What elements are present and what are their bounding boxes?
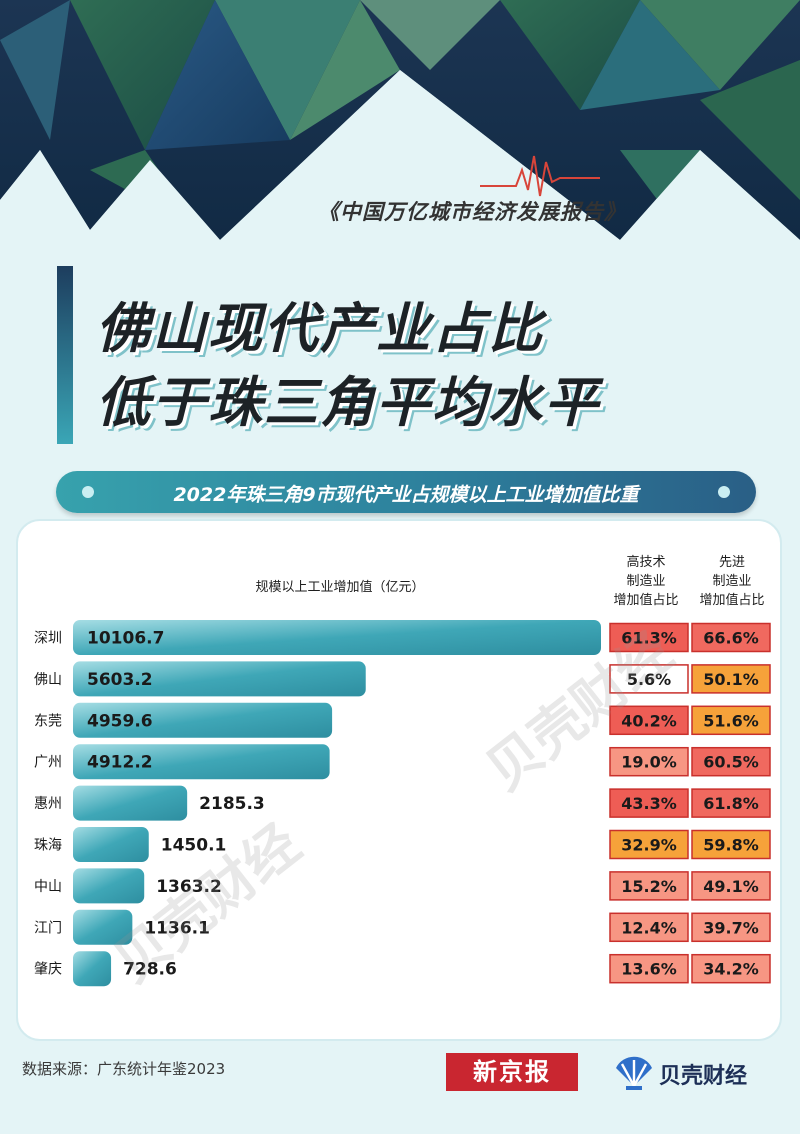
- advanced-share-box: [691, 746, 771, 777]
- advanced-header-line2: 制造业: [712, 574, 752, 589]
- category-label: 惠州: [34, 796, 62, 812]
- advanced-share-value: 61.8%: [703, 794, 759, 813]
- advanced-share-value: 60.5%: [703, 753, 759, 772]
- beike-caijing-logo: 贝壳财经: [612, 1052, 778, 1092]
- hightech-share-box: [609, 664, 689, 694]
- main-title-line2: 低于珠三角平均水平: [96, 371, 600, 434]
- hightech-header-line1: 高技术: [626, 555, 666, 570]
- hightech-share-box: [609, 622, 689, 653]
- advanced-share-value: 66.6%: [703, 629, 759, 648]
- advanced-share-box: [691, 829, 771, 860]
- hightech-share-value: 15.2%: [621, 877, 677, 896]
- advanced-share-box: [691, 871, 771, 901]
- advanced-share-box: [691, 953, 771, 984]
- bar: [73, 868, 145, 904]
- advanced-share-box: [691, 664, 771, 694]
- advanced-share-box: [691, 912, 771, 943]
- hightech-share-value: 40.2%: [621, 711, 677, 730]
- value-label: 1136.1: [144, 918, 210, 938]
- category-label: 深圳: [34, 631, 62, 647]
- advanced-share-value: 34.2%: [703, 960, 759, 979]
- bar: [73, 744, 330, 780]
- hightech-share-box: [609, 871, 689, 901]
- advanced-share-box: [691, 705, 771, 736]
- report-name: 《中国万亿城市经济发展报告》: [318, 199, 626, 224]
- category-label: 江门: [34, 920, 62, 936]
- hightech-share-box: [609, 746, 689, 777]
- chart-subtitle: 2022年珠三角9市现代产业占规模以上工业增加值比重: [173, 484, 639, 506]
- value-label: 10106.7: [87, 629, 164, 649]
- hightech-share-box: [609, 829, 689, 860]
- hightech-share-box: [609, 953, 689, 984]
- hightech-share-value: 5.6%: [627, 670, 671, 689]
- hightech-share-value: 13.6%: [621, 960, 677, 979]
- category-label: 珠海: [34, 838, 62, 854]
- advanced-header-line3: 增加值占比: [699, 593, 765, 608]
- pill-dot-left: [82, 486, 94, 498]
- hightech-share-box: [609, 788, 689, 818]
- hightech-share-box: [609, 705, 689, 736]
- bar-column-header: 规模以上工业增加值（亿元）: [255, 580, 425, 595]
- bar: [73, 661, 366, 697]
- data-source: 数据来源：广东统计年鉴2023: [22, 1060, 226, 1078]
- hightech-column-header: 高技术 制造业 增加值占比: [606, 553, 686, 610]
- value-label: 1363.2: [156, 877, 222, 897]
- bar: [73, 827, 149, 862]
- bar: [73, 620, 601, 655]
- bar: [73, 909, 133, 945]
- value-label: 728.6: [123, 960, 177, 980]
- value-label: 5603.2: [87, 670, 153, 690]
- hightech-share-value: 12.4%: [621, 918, 677, 937]
- category-label: 广州: [34, 755, 62, 771]
- value-label: 1450.1: [161, 836, 227, 856]
- advanced-column-header: 先进 制造业 增加值占比: [690, 553, 774, 610]
- category-label: 佛山: [34, 672, 62, 688]
- value-label: 4959.6: [87, 711, 153, 731]
- pill-dot-right: [718, 486, 730, 498]
- hightech-share-box: [609, 912, 689, 943]
- category-label: 肇庆: [34, 962, 62, 978]
- beike-caijing-text: 贝壳财经: [659, 1064, 748, 1089]
- value-label: 2185.3: [199, 794, 265, 814]
- advanced-header-line1: 先进: [718, 555, 745, 570]
- advanced-share-box: [691, 622, 771, 653]
- main-title-line1: 佛山现代产业占比: [96, 297, 544, 360]
- advanced-share-value: 39.7%: [703, 918, 759, 937]
- title-accent-bar: [57, 266, 73, 444]
- advanced-share-box: [691, 788, 771, 818]
- banner-image: [0, 0, 800, 250]
- hightech-share-value: 61.3%: [621, 629, 677, 648]
- hightech-header-line3: 增加值占比: [613, 593, 679, 608]
- hightech-share-value: 43.3%: [621, 794, 677, 813]
- bar: [73, 785, 188, 821]
- advanced-share-value: 49.1%: [703, 877, 759, 896]
- hightech-share-value: 19.0%: [621, 753, 677, 772]
- hightech-share-value: 32.9%: [621, 836, 677, 855]
- category-label: 中山: [34, 879, 62, 895]
- shell-icon: [616, 1056, 652, 1090]
- value-label: 4912.2: [87, 753, 153, 773]
- bar: [73, 951, 112, 987]
- bar: [73, 702, 333, 738]
- category-label: 东莞: [34, 713, 62, 729]
- advanced-share-value: 51.6%: [703, 711, 759, 730]
- advanced-share-value: 59.8%: [703, 836, 759, 855]
- advanced-share-value: 50.1%: [703, 670, 759, 689]
- xinjingbao-logo: 新京报: [446, 1053, 578, 1091]
- subtitle-pill: 2022年珠三角9市现代产业占规模以上工业增加值比重: [56, 471, 756, 513]
- hightech-header-line2: 制造业: [626, 574, 666, 589]
